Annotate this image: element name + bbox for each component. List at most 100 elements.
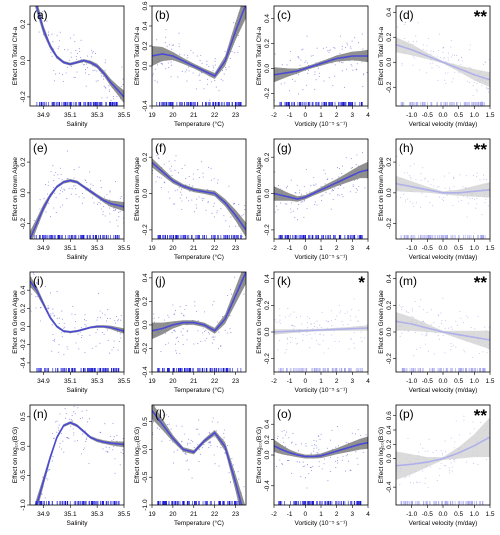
- residual-point: [357, 320, 359, 322]
- residual-point: [192, 185, 194, 187]
- residual-point: [33, 273, 35, 275]
- residual-point: [341, 70, 343, 72]
- residual-point: [285, 187, 287, 189]
- residual-point: [295, 316, 297, 318]
- residual-point: [409, 165, 411, 167]
- residual-point: [118, 211, 120, 213]
- residual-point: [365, 434, 367, 436]
- x-tick-label: -1.0: [406, 378, 418, 385]
- residual-point: [192, 173, 194, 175]
- residual-point: [427, 350, 429, 352]
- x-tick-label: 2: [335, 378, 339, 385]
- residual-point: [93, 202, 95, 204]
- x-tick-label: 0.0: [438, 511, 447, 518]
- residual-point: [341, 61, 343, 64]
- residual-point: [321, 199, 323, 201]
- y-axis-title: Effect on log₁₀(B:G): [256, 427, 263, 483]
- residual-point: [216, 430, 218, 432]
- residual-point: [181, 441, 183, 443]
- residual-point: [465, 175, 467, 177]
- fitted-line: [152, 161, 246, 231]
- residual-point: [213, 454, 215, 456]
- plot-area: [274, 298, 368, 354]
- residual-point: [61, 179, 63, 181]
- residual-point: [163, 414, 165, 417]
- residual-point: [349, 46, 351, 48]
- residual-point: [175, 337, 177, 339]
- residual-point: [363, 73, 365, 75]
- residual-point: [351, 167, 353, 169]
- residual-point: [203, 311, 205, 313]
- residual-point: [58, 351, 60, 353]
- residual-point: [101, 97, 103, 99]
- residual-point: [294, 216, 296, 218]
- residual-point: [188, 438, 190, 440]
- plot-area: [396, 21, 490, 102]
- y-axis-title: Effect on Green Algae: [256, 290, 263, 354]
- residual-point: [102, 75, 104, 78]
- residual-point: [464, 351, 466, 353]
- residual-point: [451, 466, 453, 468]
- residual-point: [350, 158, 352, 160]
- panel-e: 34.9 35.1 35.3 35.5-0.20.00.2SalinityEffect…: [12, 138, 131, 261]
- residual-point: [57, 427, 59, 429]
- x-tick-label: 0.5: [454, 511, 463, 518]
- residual-point: [396, 26, 399, 28]
- residual-point: [416, 348, 418, 351]
- residual-point: [334, 340, 336, 343]
- residual-point: [53, 340, 56, 342]
- residual-point: [466, 315, 468, 317]
- residual-point: [290, 202, 292, 204]
- residual-point: [61, 310, 63, 312]
- y-axis-title: Effect on Green Algae: [12, 290, 19, 354]
- residual-point: [307, 327, 309, 329]
- residual-point: [153, 313, 155, 315]
- residual-point: [443, 175, 446, 177]
- residual-point: [172, 203, 175, 205]
- residual-point: [347, 454, 349, 456]
- residual-point: [57, 174, 59, 176]
- panel-n: 34.9 35.1 35.3 35.5-1.0-0.50.00.5SalinityEf…: [12, 404, 131, 527]
- residual-point: [167, 342, 169, 344]
- residual-point: [277, 349, 279, 351]
- residual-point: [108, 85, 110, 87]
- y-tick-label: -0.2: [142, 342, 149, 354]
- confidence-band: [152, 405, 246, 505]
- residual-point: [182, 334, 184, 336]
- residual-point: [476, 203, 478, 205]
- residual-point: [441, 198, 443, 200]
- plot-area: [30, 272, 124, 356]
- residual-point: [467, 317, 469, 319]
- residual-point: [70, 418, 72, 420]
- residual-point: [289, 50, 291, 53]
- residual-point: [207, 200, 209, 203]
- residual-point: [312, 55, 314, 57]
- residual-point: [339, 312, 341, 314]
- residual-point: [68, 59, 70, 61]
- residual-point: [406, 311, 408, 313]
- residual-point: [76, 53, 78, 55]
- x-axis-title: Vorticity (10⁻⁵ s⁻¹): [295, 121, 348, 128]
- x-tick-label: 1: [319, 378, 323, 385]
- residual-point: [419, 481, 421, 483]
- residual-point: [455, 55, 458, 57]
- residual-point: [283, 441, 285, 443]
- residual-point: [177, 341, 179, 343]
- residual-point: [413, 205, 415, 207]
- residual-point: [302, 89, 304, 91]
- residual-point: [171, 64, 173, 66]
- residual-point: [203, 88, 205, 90]
- residual-point: [347, 323, 349, 325]
- residual-point: [216, 182, 219, 184]
- residual-point: [160, 350, 162, 353]
- y-tick-label: 0.2: [20, 19, 27, 28]
- residual-point: [242, 527, 243, 528]
- x-tick-label: -1: [287, 245, 293, 252]
- residual-point: [122, 438, 124, 440]
- y-tick-label: 0.4: [386, 425, 393, 434]
- residual-point: [33, 240, 34, 241]
- x-axis-title: Vertical velocity (m/day): [409, 254, 478, 261]
- residual-point: [84, 351, 86, 353]
- residual-point: [186, 57, 188, 59]
- residual-point: [318, 461, 320, 463]
